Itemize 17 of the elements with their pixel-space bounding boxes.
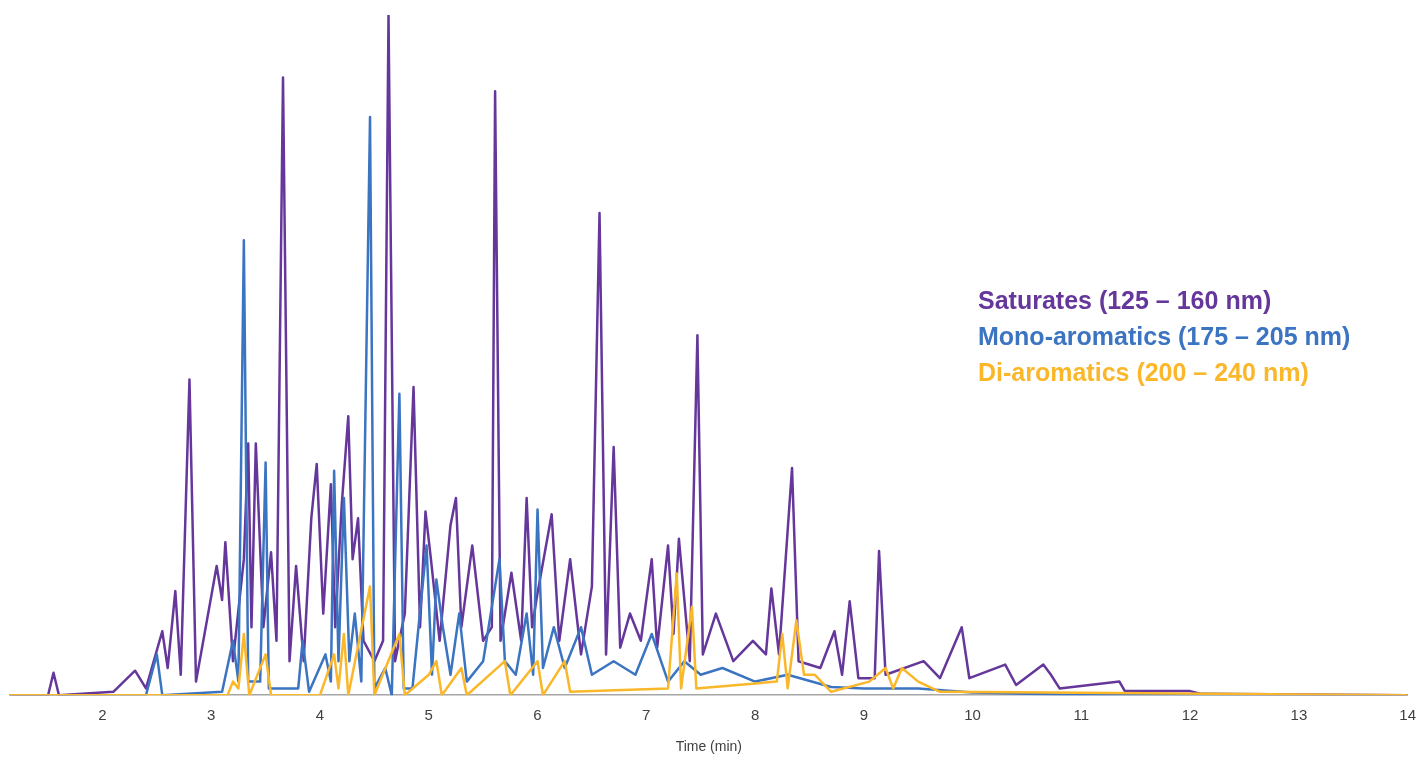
x-tick-label: 7 [642,706,651,724]
x-tick-label: 8 [750,706,760,724]
x-tick-label: 13 [1290,706,1308,724]
x-tick-label: 6 [533,706,542,724]
x-tick-label: 12 [1181,706,1199,724]
x-tick-label: 4 [315,706,325,724]
x-tick-label: 3 [207,706,216,724]
x-tick-label: 9 [859,706,868,724]
x-tick-label: 10 [964,706,981,724]
text: Mono-aromatics (175 – 205 nm) [978,321,1351,352]
text: Saturates (125 – 160 nm) [978,285,1273,316]
x-tick-label: 11 [1073,706,1090,724]
x-tick-label: 2 [98,706,107,724]
x-tick-label: 14 [1399,706,1416,724]
x-tick-label: 5 [424,706,433,724]
x-axis-title: Time (min) [675,738,743,755]
text: Di-aromatics (200 – 240 nm) [978,357,1310,388]
